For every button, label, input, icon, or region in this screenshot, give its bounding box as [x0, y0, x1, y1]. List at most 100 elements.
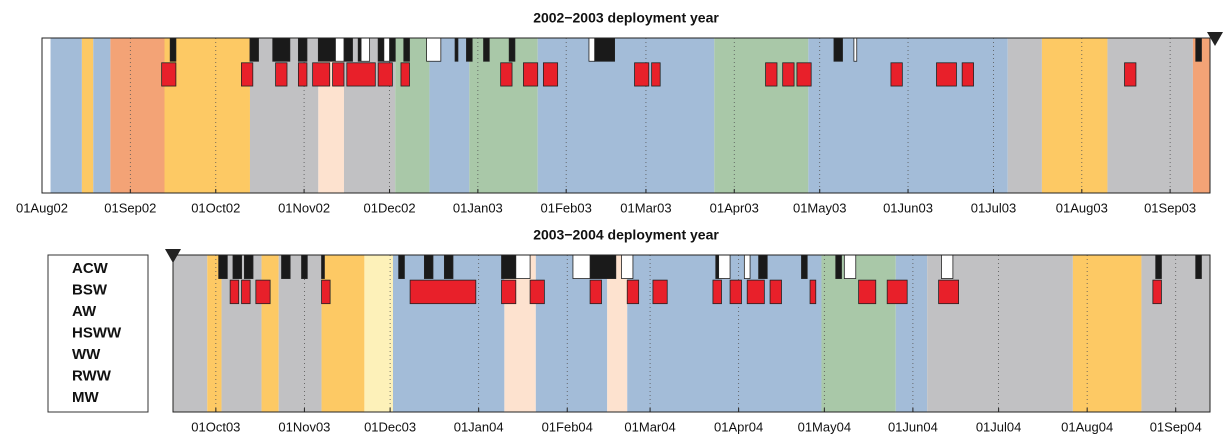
red-block: [890, 62, 903, 87]
black-block: [232, 254, 242, 279]
x-tick-label: 01Feb04: [542, 419, 593, 434]
x-tick-label: 01Nov02: [278, 200, 330, 215]
x-tick-label: 01Jan04: [454, 419, 504, 434]
white-block: [843, 254, 857, 279]
red-block: [589, 279, 602, 305]
x-tick-label: 01May03: [793, 200, 846, 215]
red-block: [765, 62, 778, 87]
red-block: [651, 62, 661, 87]
red-block: [1124, 62, 1137, 87]
chart-title: 2003−2004 deployment year: [533, 227, 719, 243]
black-block: [321, 254, 325, 279]
x-tick-label: 01Jul03: [971, 200, 1017, 215]
black-block: [594, 37, 616, 62]
white-block: [718, 254, 731, 279]
white-block: [335, 37, 345, 62]
black-block: [297, 37, 308, 62]
red-block: [377, 62, 393, 87]
water-mass-band: [278, 255, 322, 412]
x-tick-label: 01Oct02: [191, 200, 240, 215]
water-mass-band: [81, 38, 94, 193]
black-block: [454, 37, 459, 62]
red-block: [500, 62, 513, 87]
x-tick-label: 01Jul04: [976, 419, 1022, 434]
water-mass-band: [1041, 38, 1108, 193]
legend-label: AW: [72, 303, 97, 320]
black-block: [1155, 254, 1162, 279]
water-mass-band: [808, 38, 1008, 193]
red-block: [809, 279, 817, 305]
water-mass-band: [207, 255, 222, 412]
water-mass-band: [110, 38, 165, 193]
water-mass-band: [429, 38, 470, 193]
white-block: [621, 254, 634, 279]
x-tick-label: 01Aug02: [16, 200, 68, 215]
x-tick-label: 01Apr03: [710, 200, 759, 215]
black-block: [801, 254, 808, 279]
legend-label: ACW: [72, 260, 109, 277]
red-block: [652, 279, 668, 305]
red-block: [961, 62, 974, 87]
water-mass-band: [1107, 38, 1193, 193]
legend-label: WW: [72, 346, 101, 363]
x-tick-label: 01May04: [798, 419, 851, 434]
red-block: [769, 279, 782, 305]
red-block: [501, 279, 517, 305]
black-block: [589, 254, 617, 279]
water-mass-band: [537, 38, 715, 193]
black-block: [398, 254, 405, 279]
red-block: [858, 279, 877, 305]
white-block: [383, 37, 390, 62]
black-block: [758, 254, 768, 279]
red-block: [729, 279, 742, 305]
x-tick-label: 01Dec02: [364, 200, 416, 215]
water-mass-band: [321, 255, 365, 412]
x-tick-label: 01Apr04: [714, 419, 763, 434]
red-block: [275, 62, 288, 87]
black-block: [1195, 37, 1202, 62]
plot-frame: [172, 254, 1211, 413]
legend-label: RWW: [72, 367, 112, 384]
water-mass-band: [173, 255, 208, 412]
black-block: [317, 37, 336, 62]
white-block: [426, 37, 442, 62]
red-block: [1152, 279, 1162, 305]
white-block: [743, 254, 751, 279]
black-block: [508, 37, 516, 62]
x-tick-label: 01Dec03: [364, 419, 416, 434]
marker: [1207, 32, 1223, 46]
red-block: [297, 62, 308, 87]
white-block: [572, 254, 591, 279]
black-block: [389, 37, 396, 62]
red-block: [409, 279, 477, 305]
red-block: [542, 62, 559, 87]
x-tick-label: 01Mar04: [624, 419, 675, 434]
x-tick-label: 01Jun04: [888, 419, 938, 434]
red-block: [796, 62, 812, 87]
red-block: [241, 62, 254, 87]
white-block: [515, 254, 531, 279]
black-block: [501, 254, 517, 279]
x-tick-label: 01Sep03: [1144, 200, 1196, 215]
red-block: [886, 279, 908, 305]
black-block: [357, 37, 362, 62]
black-block: [443, 254, 454, 279]
black-block: [301, 254, 308, 279]
black-block: [483, 37, 490, 62]
red-block: [529, 279, 545, 305]
red-block: [332, 62, 345, 87]
red-block: [626, 279, 640, 305]
plot-frame: [41, 37, 1211, 194]
black-block: [343, 37, 353, 62]
black-block: [272, 37, 291, 62]
red-block: [634, 62, 650, 87]
x-tick-label: 01Nov03: [278, 419, 330, 434]
black-block: [377, 37, 385, 62]
black-block: [249, 37, 259, 62]
x-tick-label: 01Sep04: [1150, 419, 1202, 434]
water-mass-band: [93, 38, 111, 193]
red-block: [938, 279, 960, 305]
water-mass-band: [50, 38, 82, 193]
water-mass-band: [607, 255, 628, 412]
